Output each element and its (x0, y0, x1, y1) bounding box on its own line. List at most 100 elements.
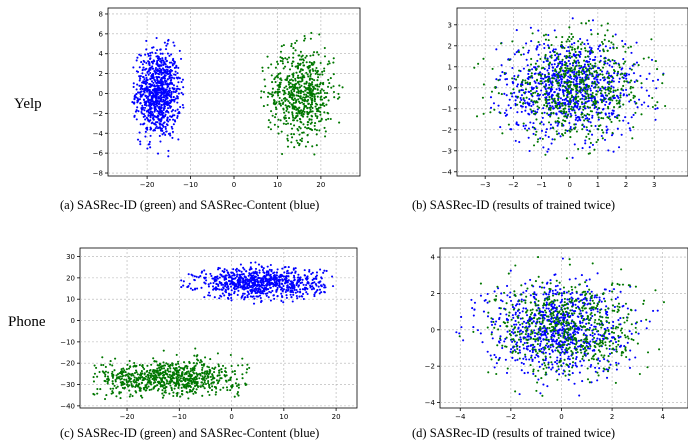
scatter-point (287, 80, 290, 83)
scatter-point (149, 102, 152, 105)
scatter-point (308, 268, 311, 272)
scatter-point (282, 93, 285, 96)
scatter-point (173, 44, 176, 47)
scatter-point (142, 115, 145, 118)
scatter-point (271, 95, 274, 98)
scatter-point (584, 92, 587, 95)
scatter-point (225, 269, 228, 272)
scatter-point (516, 95, 519, 98)
scatter-point (489, 106, 493, 109)
scatter-point (549, 123, 552, 126)
scatter-point (235, 378, 238, 381)
scatter-point (509, 92, 512, 95)
scatter-point (174, 73, 177, 76)
scatter-point (301, 101, 304, 104)
scatter-point (592, 100, 595, 104)
scatter-point (292, 291, 295, 294)
scatter-point (302, 123, 305, 126)
scatter-point (558, 79, 561, 82)
scatter-point (581, 116, 584, 119)
scatter-point (292, 133, 296, 136)
scatter-point (586, 50, 590, 53)
scatter-point (601, 86, 605, 89)
scatter-point (302, 131, 305, 134)
scatter-point (633, 80, 636, 83)
scatter-point (584, 139, 587, 142)
scatter-point (562, 72, 565, 75)
scatter-point (125, 368, 128, 371)
scatter-point (269, 286, 272, 289)
scatter-point (180, 80, 183, 84)
scatter-point (608, 115, 611, 118)
scatter-point (522, 102, 525, 105)
scatter-point (220, 288, 223, 291)
scatter-point (242, 285, 245, 288)
scatter-point (209, 358, 212, 361)
scatter-point (269, 263, 272, 267)
scatter-point (229, 285, 233, 288)
scatter-point (164, 369, 167, 372)
scatter-point (137, 110, 140, 113)
scatter-point (609, 98, 612, 101)
scatter-point (588, 137, 591, 140)
scatter-point (318, 120, 321, 123)
scatter-point (213, 371, 216, 374)
scatter-point (598, 89, 601, 92)
scatter-point (296, 81, 299, 84)
scatter-point (153, 360, 156, 363)
scatter-point (552, 112, 555, 115)
scatter-point (338, 121, 341, 124)
scatter-point (563, 69, 566, 72)
scatter-point (147, 385, 150, 388)
scatter-point (578, 90, 581, 93)
scatter-point (224, 288, 227, 291)
scatter-point (170, 110, 173, 113)
scatter-point (149, 128, 152, 131)
scatter-point (300, 77, 304, 80)
scatter-point (276, 60, 279, 63)
scatter-point (312, 69, 315, 72)
scatter-point (241, 357, 244, 360)
scatter-point (533, 66, 536, 69)
scatter-point (283, 271, 286, 274)
scatter-point (632, 72, 636, 75)
x-tick-label: −10 (183, 181, 198, 189)
scatter-point (137, 376, 140, 379)
scatter-point (142, 80, 145, 83)
scatter-point (610, 85, 613, 88)
scatter-point (172, 394, 175, 398)
scatter-point (160, 106, 163, 109)
scatter-point (228, 294, 231, 297)
scatter-point (520, 110, 523, 113)
scatter-point (129, 380, 133, 383)
scatter-point (297, 90, 300, 93)
scatter-point (578, 86, 581, 89)
scatter-point (231, 277, 234, 280)
scatter-point (600, 134, 603, 138)
scatter-point (266, 282, 269, 285)
scatter-point (104, 370, 107, 373)
scatter-point (578, 116, 581, 119)
scatter-point (235, 275, 238, 278)
scatter-point (572, 78, 576, 81)
scatter-point (161, 364, 164, 368)
scatter-point (153, 106, 156, 109)
scatter-point (195, 355, 198, 358)
scatter-point (561, 85, 564, 88)
scatter-point (564, 72, 567, 76)
scatter-point (556, 133, 559, 136)
scatter-point (313, 293, 316, 296)
scatter-point (624, 60, 627, 63)
scatter-point (184, 380, 187, 383)
scatter-point (614, 61, 617, 64)
scatter-point (557, 55, 560, 58)
scatter-point (546, 102, 549, 105)
scatter-point (187, 284, 190, 288)
scatter-point (217, 283, 220, 286)
scatter-point (295, 91, 298, 94)
scatter-point (544, 93, 547, 96)
scatter-point (235, 285, 238, 288)
scatter-point (556, 52, 559, 55)
scatter-point (211, 377, 215, 380)
scatter-point (302, 283, 305, 286)
